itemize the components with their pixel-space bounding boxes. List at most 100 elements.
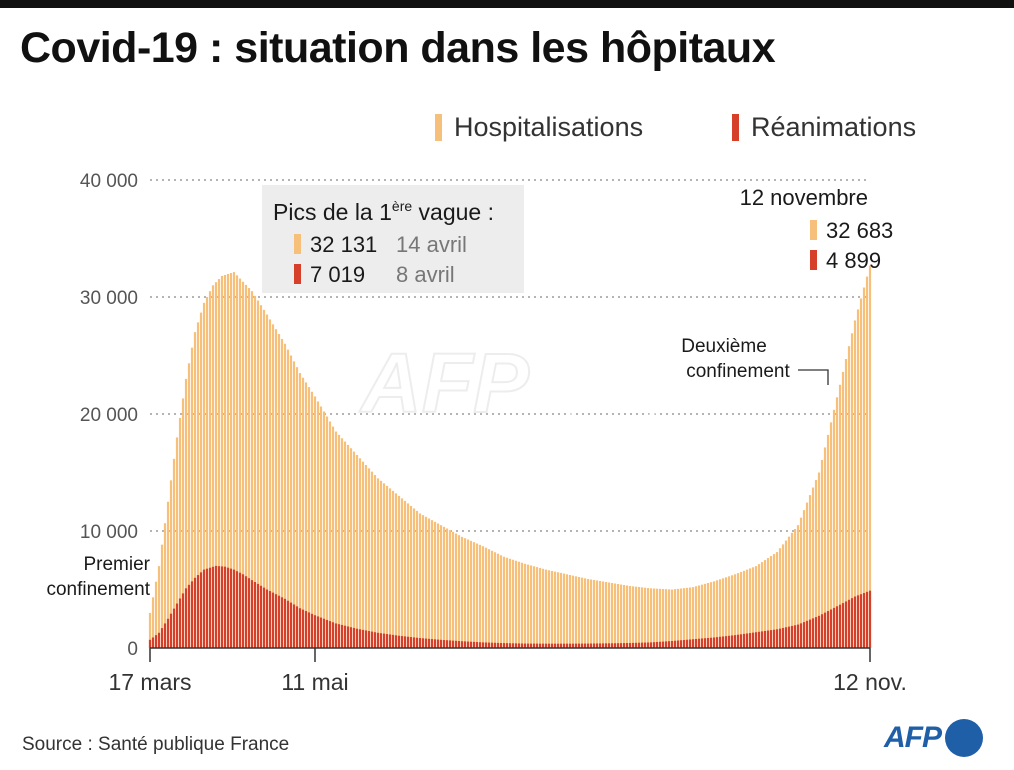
bar [769,556,773,648]
bar [295,367,299,648]
bar [589,643,593,648]
bar [211,566,215,648]
bar [256,300,260,648]
bar [382,483,386,648]
bar [304,382,308,648]
bar [721,578,725,648]
bar [679,640,683,648]
bar [280,597,284,648]
latest-date: 12 novembre [740,185,868,210]
afp-watermark: AFP [358,321,669,435]
bar [475,543,479,648]
latest-hosp-value: 32 683 [826,218,893,243]
bar [787,626,791,648]
bar [244,576,248,648]
bar [754,566,758,648]
bar [664,641,668,648]
bar [619,643,623,648]
bar [403,636,407,648]
bar [253,582,257,648]
bar [187,584,191,648]
bar [412,508,416,648]
bar [445,528,449,648]
bar [202,569,206,648]
bar [595,580,599,648]
bar [220,566,224,648]
bar [559,643,563,648]
bar [673,589,677,648]
bar [685,587,689,648]
bar [736,573,740,648]
bar [400,498,404,648]
bar [640,587,644,648]
bar [787,536,791,648]
bar [724,577,728,648]
bar [154,581,158,648]
bar [715,580,719,648]
bar [478,544,482,648]
bar [352,627,356,648]
bar [271,592,275,648]
bar [289,355,293,648]
bar [286,349,290,648]
bar [493,642,497,648]
bar [733,574,737,648]
bar [679,588,683,648]
bar [340,438,344,648]
bar [409,637,413,648]
bar [547,570,551,648]
bar [166,501,170,648]
bar [265,314,269,648]
bar [466,539,470,648]
bar [868,265,872,648]
bar [472,542,476,648]
bar [385,485,389,648]
bar [688,587,692,648]
bar [418,638,422,648]
bar [310,613,314,648]
bar [181,593,185,648]
bar [700,638,704,648]
bar [205,297,209,648]
x-tick-label: 17 mars [108,669,191,695]
bar [571,575,575,648]
bar [724,636,728,648]
bar [199,572,203,648]
bar [508,558,512,648]
bar [826,611,830,648]
bar [727,576,731,648]
bar [547,643,551,648]
bar [793,528,797,648]
bar [598,643,602,648]
bar [247,288,251,648]
bar [241,281,245,648]
bar [274,329,278,648]
bar [424,638,428,648]
bar [745,569,749,648]
legend-hospitalisations-label: Hospitalisations [454,112,644,142]
bar [196,322,200,648]
callout-title: Pics de la 1ère vague : [273,198,494,225]
bar [562,643,566,648]
bar [298,608,302,648]
bar [361,629,365,648]
bar [541,568,545,648]
bar [859,594,863,648]
bar [487,642,491,648]
bar [733,635,737,648]
bar [241,574,245,648]
bar [178,417,182,648]
bar [580,577,584,648]
bar [436,523,440,648]
bar [163,623,167,648]
bar [214,282,218,648]
bar [364,630,368,648]
bar [472,641,476,648]
watermark-text: AFP [359,336,530,430]
bar [868,590,872,648]
legend-hospitalisations: Hospitalisations [435,112,643,143]
bar [865,276,869,648]
bar [823,447,827,648]
bar [610,643,614,648]
bar [784,540,788,648]
